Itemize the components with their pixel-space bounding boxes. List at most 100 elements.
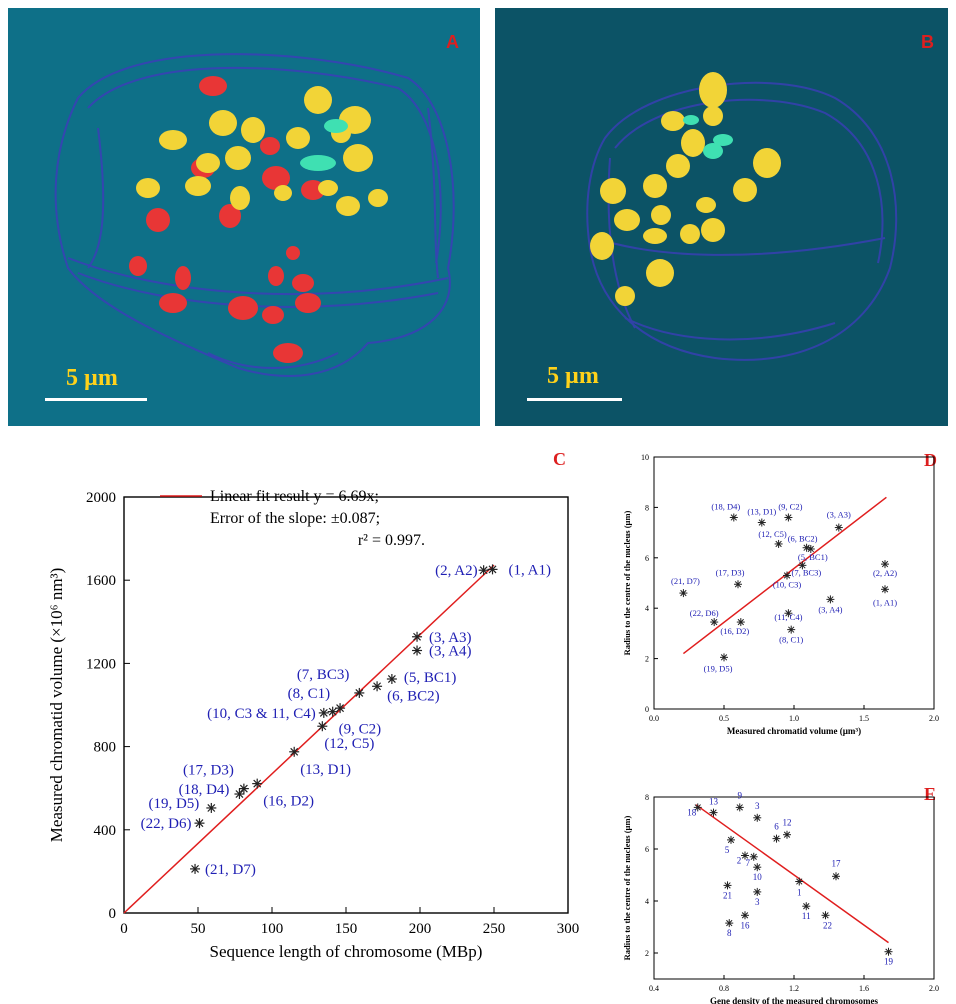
marker-stroke — [710, 809, 717, 816]
marker-stroke — [827, 596, 834, 603]
yellow-chromatids — [136, 86, 388, 216]
panel-e-scatter-chart: E 0.4 0.8 1.2 1.6 2.0 2 4 6 8 Gene density of the… — [622, 784, 939, 1004]
y-tick-label: 4 — [645, 897, 649, 906]
marker-stroke — [694, 804, 701, 811]
data-point-marker — [487, 564, 498, 575]
point-label: 2 — [737, 856, 742, 866]
y-tick-label: 0 — [109, 906, 117, 922]
marker-stroke — [336, 704, 345, 713]
point-label: (12, C5) — [324, 736, 374, 752]
point-label: 5 — [725, 845, 730, 855]
point-label: (3, A3) — [429, 630, 472, 646]
marker-stroke — [680, 589, 687, 597]
point-label: (13, D1) — [747, 507, 776, 517]
data-point-marker — [729, 513, 738, 522]
x-axis-label: Sequence length of chromosome (MBp) — [210, 942, 483, 961]
panel-a-scalebar-label: 5 µm — [66, 365, 118, 391]
marker-stroke — [881, 560, 889, 568]
data-point-marker — [234, 789, 245, 800]
marker-stroke — [413, 632, 421, 641]
marker-stroke — [727, 836, 735, 844]
marker-stroke — [726, 919, 733, 927]
data-point-marker — [327, 706, 338, 717]
data-point-marker — [412, 631, 423, 642]
marker-stroke — [803, 903, 810, 910]
point-label: (21, D7) — [205, 862, 256, 878]
y-tick-label: 2 — [645, 655, 649, 664]
y-axis-label: Radius to the centre of the nucleus (µm) — [622, 815, 632, 960]
x-tick-label: 1.5 — [859, 714, 869, 723]
x-tick-label: 0.5 — [719, 714, 729, 723]
cyan-chromatids — [300, 119, 348, 171]
data-point-marker — [238, 783, 249, 794]
red-chromatids — [129, 76, 325, 363]
cyan-chromatids — [683, 115, 733, 159]
data-point-marker — [478, 565, 489, 576]
marker-stroke — [754, 814, 761, 821]
point-label: 12 — [783, 818, 792, 828]
point-label: (17, D3) — [716, 567, 745, 577]
marker-stroke — [730, 514, 737, 521]
data-point-marker — [709, 808, 718, 817]
marker-stroke — [413, 646, 421, 655]
panel-b-render-svg — [586, 72, 898, 361]
data-point-marker — [354, 687, 365, 698]
data-point-marker — [774, 539, 783, 548]
panel-d-scatter-chart: D 0.0 0.5 1.0 1.5 2.0 0 2 4 6 8 10 Measured chromat… — [622, 450, 939, 736]
data-point-marker — [749, 852, 758, 861]
marker-stroke — [319, 708, 328, 717]
data-point-marker — [881, 560, 889, 569]
point-label: (18, D4) — [711, 501, 740, 511]
marker-stroke — [235, 790, 244, 798]
marker-stroke — [724, 882, 731, 889]
point-label: (2, A2) — [873, 568, 897, 578]
panel-a-scalebar — [45, 398, 147, 401]
nucleus-mesh — [54, 53, 455, 377]
marker-stroke — [835, 524, 842, 531]
point-label: 17 — [832, 858, 842, 868]
point-label: (1, A1) — [873, 597, 897, 607]
point-label: (6, BC2) — [387, 688, 440, 704]
point-label: (3, A3) — [827, 510, 851, 520]
marker-stroke — [807, 545, 814, 553]
x-axis-label: Measured chromatid volume (µm³) — [727, 726, 861, 736]
x-tick-label: 0.8 — [719, 984, 729, 993]
marker-stroke — [720, 654, 728, 661]
point-label: (22, D6) — [690, 608, 719, 618]
data-point-marker — [252, 778, 263, 789]
data-point-marker — [206, 802, 217, 813]
point-label: (21, D7) — [671, 576, 700, 586]
x-tick-label: 200 — [409, 921, 432, 937]
data-point-marker — [372, 681, 383, 692]
x-tick-label: 150 — [335, 921, 358, 937]
data-point-marker — [753, 813, 762, 822]
y-tick-label: 8 — [645, 503, 649, 512]
marker-stroke — [773, 835, 780, 842]
marker-stroke — [191, 864, 199, 873]
point-label: (7, BC3) — [792, 567, 822, 577]
data-point-marker — [784, 609, 793, 618]
data-point-marker — [190, 863, 201, 874]
marker-stroke — [754, 888, 761, 896]
x-tick-label: 100 — [261, 921, 284, 937]
data-point-marker — [881, 585, 889, 594]
data-point-marker — [710, 618, 719, 627]
panel-b-scalebar-label: 5 µm — [547, 363, 599, 389]
x-axis-label: Gene density of the measured chromosomes — [710, 996, 878, 1004]
y-tick-label: 0 — [645, 705, 649, 714]
marker-stroke — [881, 586, 889, 593]
point-label: (16, D2) — [263, 794, 314, 810]
marker-stroke — [488, 565, 497, 574]
data-point-marker — [723, 881, 732, 890]
data-point-marker — [753, 863, 762, 872]
marker-stroke — [373, 682, 382, 691]
x-tick-label: 1.2 — [789, 984, 799, 993]
panel-c-scatter-chart: C 0 50 100 150 200 250 300 0 400 800 1200 1600 2000 S… — [47, 449, 579, 961]
marker-stroke — [788, 626, 795, 633]
point-label: 21 — [723, 890, 732, 900]
marker-stroke — [754, 864, 761, 871]
y-tick-label: 6 — [645, 554, 649, 563]
point-label: (19, D5) — [704, 663, 733, 673]
point-label: (13, D1) — [300, 762, 351, 778]
marker-stroke — [785, 610, 792, 617]
